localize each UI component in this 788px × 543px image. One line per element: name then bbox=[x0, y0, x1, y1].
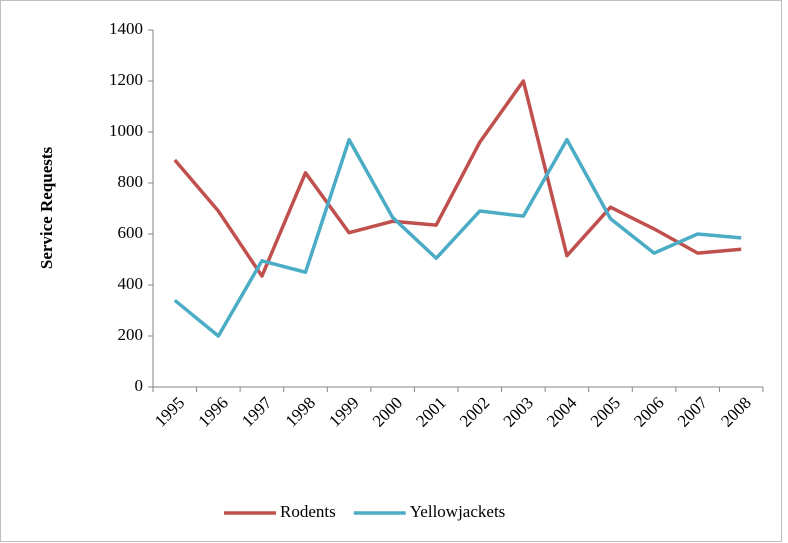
y-tick-label: 1200 bbox=[109, 70, 143, 89]
series-line bbox=[173, 79, 742, 278]
y-tick-label: 1000 bbox=[109, 121, 143, 140]
legend-label: Yellowjackets bbox=[410, 502, 506, 521]
y-axis-title: Service Requests bbox=[37, 146, 56, 269]
series-line bbox=[173, 137, 742, 338]
y-tick-label: 600 bbox=[118, 223, 144, 242]
y-tick-label: 200 bbox=[118, 325, 144, 344]
legend-label: Rodents bbox=[280, 502, 336, 521]
y-tick-label: 800 bbox=[118, 172, 144, 191]
y-tick-label: 400 bbox=[118, 274, 144, 293]
y-tick-label: 0 bbox=[135, 376, 144, 395]
y-tick-label: 1400 bbox=[109, 19, 143, 38]
